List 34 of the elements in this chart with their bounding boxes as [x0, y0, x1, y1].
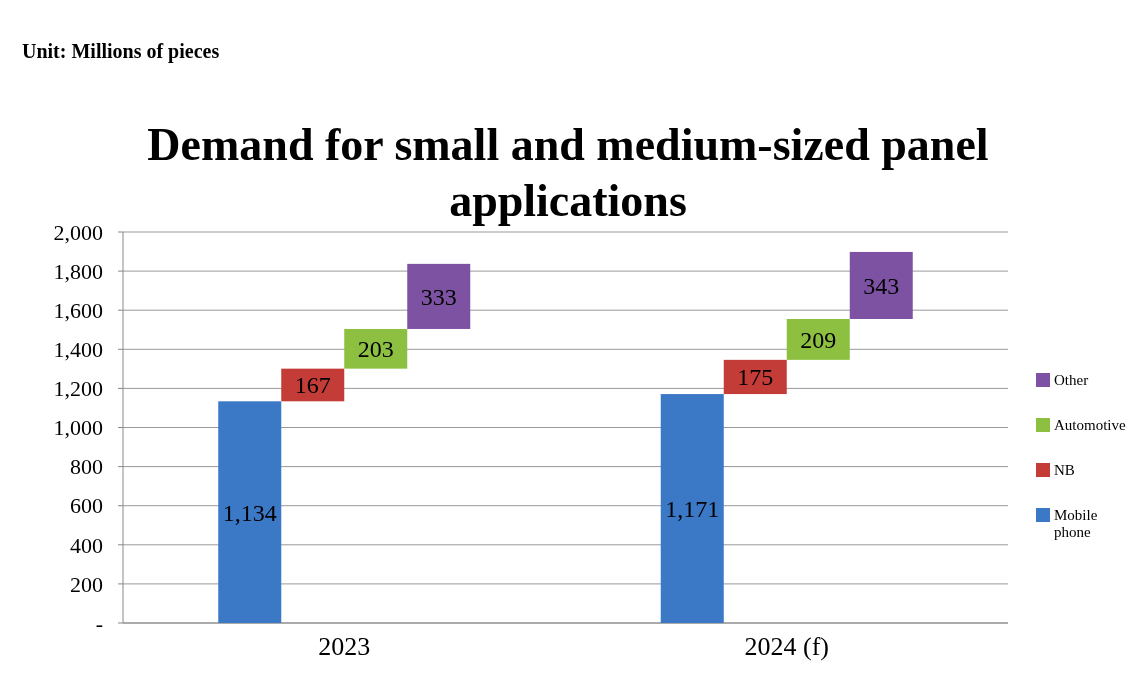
y-tick-label: 600 [70, 493, 103, 519]
y-tick-label: 200 [70, 571, 103, 597]
legend-label: NB [1054, 462, 1075, 479]
data-label: 203 [357, 336, 394, 363]
data-label: 167 [294, 372, 331, 399]
y-tick-label: 800 [70, 454, 103, 480]
data-label: 1,171 [665, 495, 720, 522]
x-tick-label: 2023 [318, 632, 371, 661]
chart-title: Demand for small and medium-sized panel applications [147, 119, 989, 226]
x-tick-label: 2024 (f) [744, 632, 829, 661]
bar [849, 251, 913, 319]
y-tick-label: 1,000 [53, 415, 103, 441]
y-tick-label: 1,800 [53, 258, 103, 284]
y-tick-label: - [95, 610, 103, 636]
y-tick-label: 1,400 [53, 337, 103, 362]
data-label: 343 [863, 272, 900, 299]
bar [786, 319, 850, 360]
data-label: 1,134 [222, 499, 277, 526]
bar [407, 263, 471, 329]
data-label: 209 [800, 326, 837, 353]
y-tick-label: 400 [70, 532, 103, 558]
bar [723, 359, 787, 395]
legend-label: Other [1054, 372, 1089, 389]
y-tick-label: 1,200 [53, 376, 103, 402]
bar [218, 401, 282, 623]
legend-label: Automotive [1054, 417, 1126, 434]
y-tick-label: 1,600 [53, 297, 103, 323]
data-label: 175 [737, 364, 774, 391]
data-label: 333 [420, 283, 457, 310]
legend-label: Mobile phone [1054, 507, 1098, 540]
text: Unit: Millions of pieces [22, 40, 220, 63]
bar [660, 394, 724, 623]
bar [344, 328, 408, 369]
y-tick-label: 2,000 [53, 219, 103, 245]
